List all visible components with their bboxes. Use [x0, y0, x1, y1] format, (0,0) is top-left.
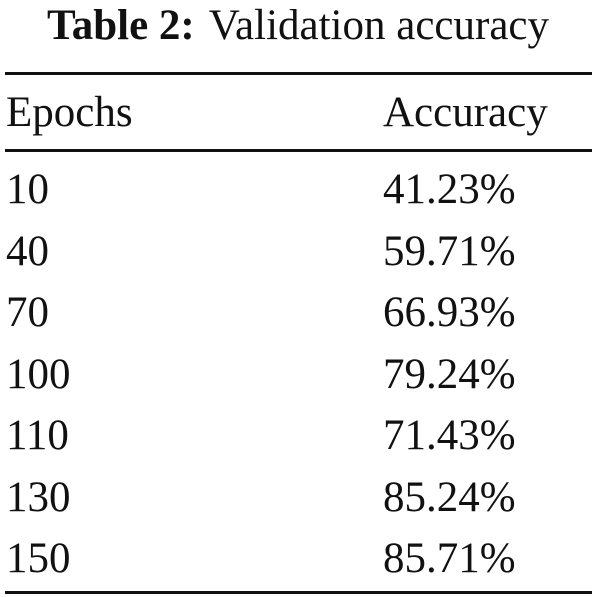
- table-caption-text: Validation accuracy: [208, 2, 549, 49]
- epochs-cell: 10: [6, 166, 49, 213]
- accuracy-cell: 85.71%: [383, 535, 516, 582]
- accuracy-cell: 41.23%: [383, 166, 516, 213]
- table-row: 110 71.43%: [0, 412, 596, 474]
- table-bottom-rule: [5, 591, 592, 594]
- accuracy-cell: 85.24%: [383, 473, 516, 521]
- table-header-rule: [5, 149, 592, 152]
- accuracy-cell: 79.24%: [383, 350, 516, 398]
- accuracy-cell: 59.71%: [383, 227, 516, 275]
- table-row: 130 85.24%: [0, 474, 596, 536]
- header-accuracy: Accuracy: [383, 89, 548, 136]
- table-row: 150 85.71%: [0, 535, 596, 597]
- table-caption: Table 2: Validation accuracy: [0, 2, 596, 50]
- epochs-cell: 70: [6, 289, 49, 336]
- epochs-cell: 40: [6, 227, 49, 275]
- accuracy-cell: 71.43%: [383, 412, 516, 459]
- header-epochs: Epochs: [6, 89, 133, 136]
- table-row: 70 66.93%: [0, 289, 596, 351]
- accuracy-cell: 66.93%: [383, 289, 516, 336]
- table-top-rule: [5, 72, 592, 75]
- epochs-cell: 100: [6, 350, 71, 398]
- epochs-cell: 110: [6, 412, 69, 459]
- epochs-cell: 150: [6, 535, 71, 582]
- table-row: 100 79.24%: [0, 351, 596, 413]
- epochs-cell: 130: [6, 473, 71, 521]
- table-body: 10 41.23% 40 59.71% 70 66.93% 100 79.24%…: [0, 166, 596, 597]
- table-row: 40 59.71%: [0, 228, 596, 290]
- table-caption-label: Table 2:: [47, 2, 195, 49]
- table-row: 10 41.23%: [0, 166, 596, 228]
